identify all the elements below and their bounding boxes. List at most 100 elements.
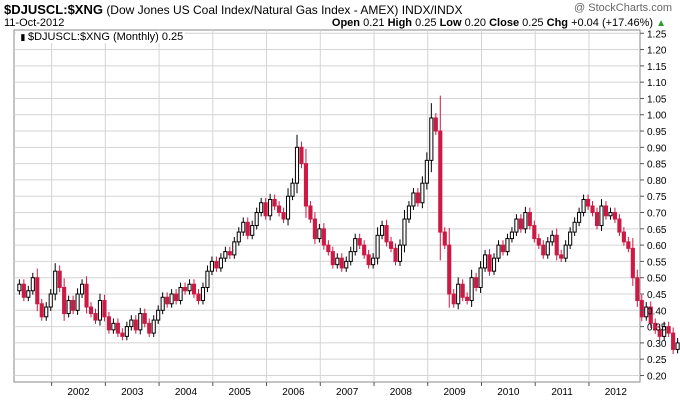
candle-body	[657, 329, 662, 337]
candle-body	[639, 300, 644, 318]
candle-body	[527, 212, 532, 227]
candle-body	[124, 326, 129, 337]
candle-body	[48, 293, 53, 308]
candle-body	[424, 159, 429, 184]
candle-body	[465, 296, 470, 302]
candle-body	[599, 205, 604, 227]
candle-body	[62, 286, 67, 315]
y-tick-label: 1.05	[647, 94, 667, 105]
chart-date: 11-Oct-2012	[4, 17, 65, 29]
candle-body	[666, 326, 671, 334]
y-tick-label: 0.40	[647, 306, 667, 317]
candle-body	[17, 283, 22, 292]
y-tick-label: 0.35	[647, 323, 667, 334]
candle-body	[572, 221, 577, 233]
candle-body	[568, 231, 573, 246]
candle-body	[384, 225, 389, 243]
candle-body	[196, 293, 201, 302]
y-tick-label: 1.00	[647, 111, 667, 122]
candle-body	[165, 296, 170, 305]
y-tick-label: 1.25	[647, 29, 667, 40]
candle-body	[577, 212, 582, 223]
candle-body	[411, 192, 416, 207]
candle-body	[84, 283, 89, 308]
y-tick-label: 0.45	[647, 290, 667, 301]
y-tick-label: 0.85	[647, 160, 667, 171]
candle-body	[236, 231, 241, 243]
exchange: INDX/INDX	[401, 3, 463, 17]
candle-body	[585, 198, 591, 207]
stockcharts-brand[interactable]: @ StockCharts.com	[574, 2, 672, 14]
candle-body	[285, 195, 291, 220]
candle-body	[415, 192, 420, 204]
candle-body	[111, 322, 116, 331]
candle-body	[483, 254, 488, 269]
candle-body	[250, 225, 255, 236]
candle-body	[232, 241, 237, 256]
candle-body	[156, 309, 161, 321]
candle-body	[541, 244, 546, 256]
candle-body	[26, 290, 31, 298]
x-tick-label: 2008	[390, 387, 413, 398]
candle-body	[312, 218, 317, 240]
candle-body	[182, 286, 188, 292]
y-tick-label: 0.55	[647, 257, 667, 268]
ohlc-summary: Open 0.21 High 0.25 Low 0.20 Close 0.25 …	[332, 17, 666, 29]
candle-body	[290, 182, 295, 197]
candle-body	[500, 244, 506, 253]
candle-body	[635, 277, 640, 302]
chg-label: Chg	[546, 17, 569, 29]
candle-body	[129, 319, 134, 328]
candle-body	[263, 202, 268, 217]
open-value: 0.21	[363, 17, 385, 29]
candle-body	[317, 228, 322, 240]
candle-body	[662, 326, 667, 337]
y-tick-label: 0.90	[647, 143, 667, 154]
candle-body	[214, 260, 219, 269]
candle-body	[487, 254, 492, 272]
candle-body	[294, 146, 300, 184]
candle-body	[603, 205, 609, 217]
candle-body	[460, 283, 465, 298]
high-label: High	[387, 17, 413, 29]
y-tick-label: 1.10	[647, 78, 667, 89]
candle-body	[79, 283, 85, 295]
low-value: 0.20	[464, 17, 487, 29]
candle-body	[138, 313, 143, 331]
candle-body	[420, 182, 425, 204]
chart-title: $DJUSCL:$XNG (Dow Jones US Coal Index/Na…	[4, 2, 462, 17]
candle-body	[447, 244, 452, 295]
candle-body	[559, 254, 564, 259]
candle-body	[523, 212, 528, 230]
candle-body	[438, 130, 443, 233]
candle-body	[281, 212, 286, 220]
x-tick-label: 2011	[551, 387, 573, 398]
candle-body	[93, 313, 98, 321]
candle-body	[429, 117, 434, 161]
candle-body	[653, 322, 658, 331]
up-arrow-icon: ▲	[656, 18, 666, 29]
candle-body	[44, 306, 49, 318]
candle-body	[362, 244, 367, 256]
candle-body	[617, 218, 622, 233]
candle-body	[388, 241, 394, 249]
candle-body	[478, 267, 483, 288]
candle-body	[88, 306, 94, 315]
candle-body	[66, 300, 71, 315]
candle-body	[371, 257, 376, 266]
candle-body	[671, 332, 676, 350]
candle-body	[608, 212, 613, 217]
x-tick-label: 2009	[443, 387, 466, 398]
candle-body	[277, 205, 282, 214]
y-axis: 0.20 0.25 0.30 0.35 0.40 0.45 0.50 0.55 0.60 0.65…	[640, 29, 667, 382]
candle-body	[120, 332, 125, 337]
candle-body	[227, 251, 232, 256]
y-tick-label: 0.75	[647, 192, 667, 203]
candle-body	[308, 205, 313, 220]
candle-body	[474, 277, 479, 288]
candle-body	[550, 234, 555, 243]
candle-body	[594, 212, 600, 227]
candle-body	[344, 260, 349, 269]
close-value: 0.25	[522, 17, 544, 29]
candle-body	[509, 231, 515, 240]
